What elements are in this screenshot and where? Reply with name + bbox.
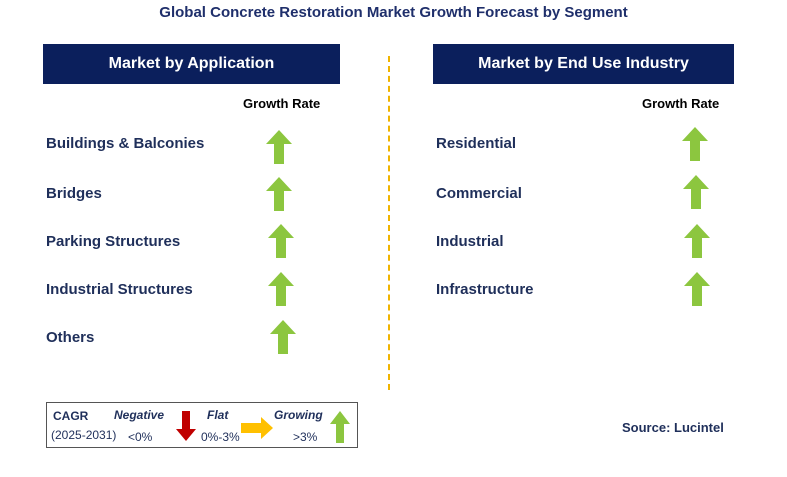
legend-cagr-label: CAGR [53,409,89,423]
cagr-legend: CAGR (2025-2031) Negative <0% Flat 0%-3%… [46,402,358,448]
red-down-arrow-icon [176,411,196,441]
end-use-growth-rate-label: Growth Rate [642,96,720,111]
growing-arrow-icon [270,320,296,354]
legend-negative-label: Negative [114,408,165,422]
application-row-label: Parking Structures [46,233,181,250]
growing-arrow-icon [683,175,709,209]
page-title: Global Concrete Restoration Market Growt… [159,4,628,21]
application-row-label: Bridges [46,185,102,202]
legend-flat-range: 0%-3% [201,430,240,444]
application-row-label: Buildings & Balconies [46,135,205,152]
application-row-label: Industrial Structures [46,281,193,298]
growing-arrow-icon [268,272,294,306]
growing-arrow-icon [684,224,710,258]
application-growth-rate-label: Growth Rate [243,96,321,111]
growing-arrow-icon [266,177,292,211]
legend-negative-range: <0% [128,430,153,444]
growing-arrow-icon [268,224,294,258]
end-use-row-label: Commercial [436,185,522,202]
green-up-arrow-icon [330,411,350,443]
legend-flat-label: Flat [207,408,229,422]
end-use-row-label: Industrial [436,233,504,250]
growing-arrow-icon [682,127,708,161]
legend-growing-label: Growing [274,408,323,422]
end-use-row-label: Residential [436,135,517,152]
end-use-row-label: Infrastructure [436,281,534,298]
legend-period-label: (2025-2031) [51,428,117,442]
yellow-right-arrow-icon [241,417,273,439]
application-row-label: Others [46,329,95,346]
application-panel-header: Market by Application [43,44,340,84]
source-label: Source: Lucintel [622,420,724,435]
growing-arrow-icon [266,130,292,164]
legend-growing-range: >3% [293,430,318,444]
panel-divider [388,56,390,390]
end-use-panel-header: Market by End Use Industry [433,44,734,84]
growing-arrow-icon [684,272,710,306]
